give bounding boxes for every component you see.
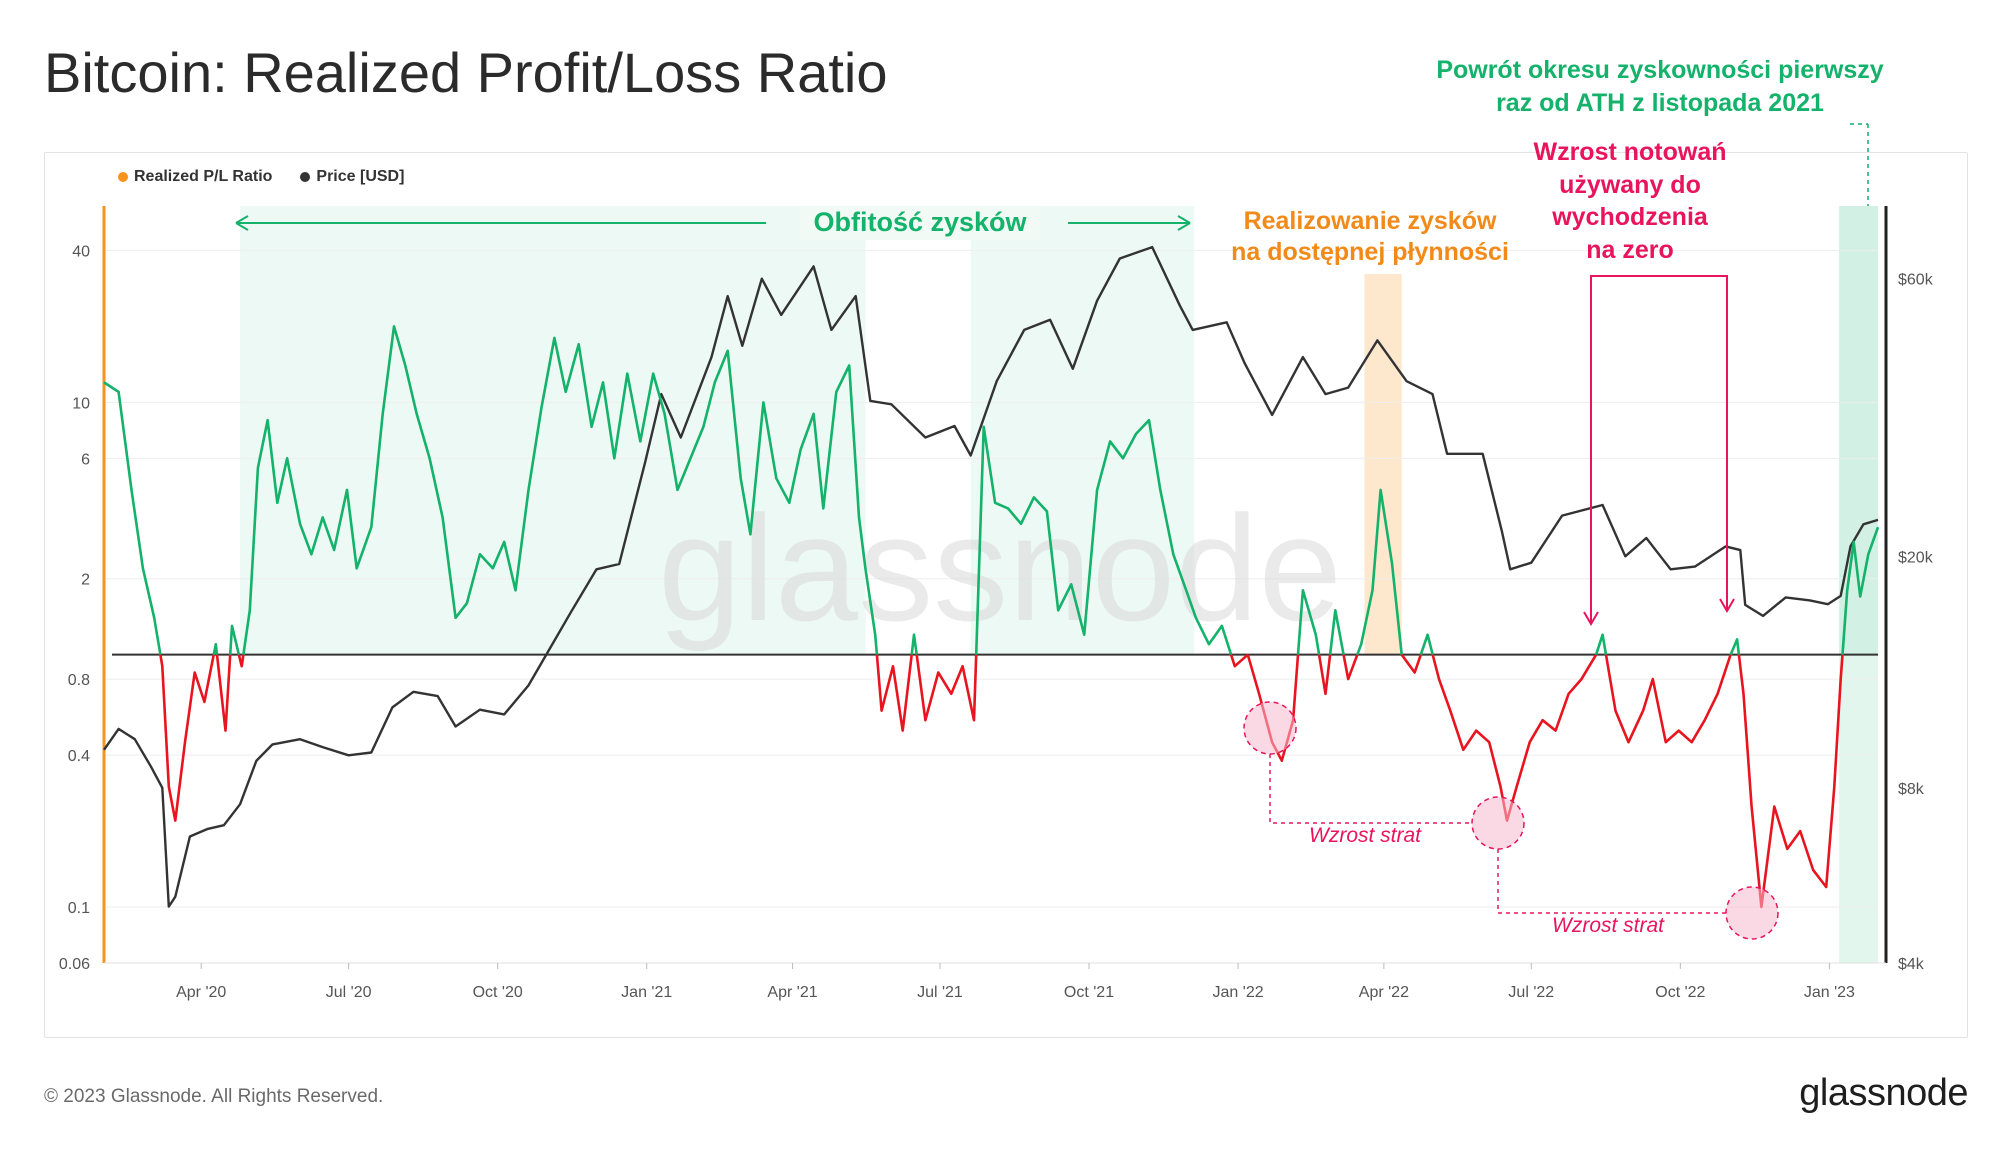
legend-item-price[interactable]: Price [USD] [300, 168, 404, 186]
annotation-rally-exit: Wzrost notowań używany do wychodzenia na… [1500, 136, 1760, 266]
annotation-loss-increase-1: Wzrost strat [1305, 824, 1426, 848]
chart-panel [44, 152, 1968, 1038]
annotation-rally-line3: wychodzenia [1552, 203, 1708, 231]
chart-title: Bitcoin: Realized Profit/Loss Ratio [44, 41, 888, 104]
annotation-profit-taking-line2: na dostępnej płynności [1231, 238, 1509, 267]
annotation-loss-increase-2: Wzrost strat [1548, 914, 1669, 938]
legend-dot-price [300, 172, 311, 182]
legend-label-price: Price [USD] [316, 168, 405, 185]
annotation-return-line2: raz od ATH z listopada 2021 [1496, 88, 1824, 117]
annotation-rally-line2: używany do [1559, 170, 1701, 199]
footer-logo[interactable]: glassnode [1799, 1072, 1968, 1114]
legend-label-ratio: Realized P/L Ratio [134, 168, 273, 185]
chart-legend: Realized P/L Ratio Price [USD] [118, 168, 404, 186]
annotation-rally-line4: na zero [1586, 235, 1674, 264]
legend-item-ratio[interactable]: Realized P/L Ratio [118, 168, 272, 186]
footer-copyright: © 2023 Glassnode. All Rights Reserved. [44, 1086, 384, 1107]
annotation-return-profit: Powrót okresu zyskowności pierwszy raz o… [1370, 54, 1950, 119]
annotation-rally-line1: Wzrost notowań [1533, 138, 1727, 166]
annotation-profit-taking-line1: Realizowanie zysków [1243, 207, 1497, 235]
annotation-return-line1: Powrót okresu zyskowności pierwszy [1436, 56, 1884, 84]
annotation-profit-taking: Realizowanie zysków na dostępnej płynnoś… [1180, 206, 1560, 269]
annotation-profit-abundance: Obfitość zysków [800, 206, 1040, 240]
legend-dot-ratio [118, 172, 128, 182]
